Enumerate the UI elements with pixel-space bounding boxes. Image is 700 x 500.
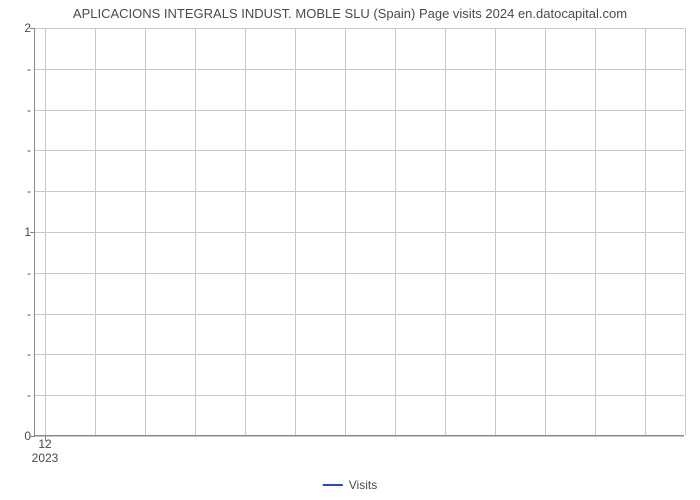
grid-line-horizontal [35,395,684,396]
legend-swatch [323,484,343,486]
grid-line-horizontal [35,150,684,151]
grid-line-horizontal [35,232,684,233]
y-minor-tick: - [27,143,31,157]
y-minor-tick: - [27,266,31,280]
grid-line-vertical [685,28,686,435]
chart-plot-area: --------012122023 [34,28,684,436]
y-minor-tick: - [27,62,31,76]
grid-line-horizontal [35,273,684,274]
x-year-label: 2023 [32,451,59,465]
y-minor-tick: - [27,184,31,198]
grid-line-horizontal [35,436,684,437]
grid-line-horizontal [35,354,684,355]
y-tick-mark [30,28,35,29]
y-tick-mark [30,436,35,437]
grid-line-horizontal [35,110,684,111]
grid-line-horizontal [35,28,684,29]
chart-title: APLICACIONS INTEGRALS INDUST. MOBLE SLU … [0,6,700,21]
grid-line-horizontal [35,314,684,315]
x-tick-mark [45,436,46,441]
y-minor-tick: - [27,388,31,402]
legend-label: Visits [349,478,377,492]
y-minor-tick: - [27,307,31,321]
chart-legend: Visits [323,478,377,492]
y-tick-mark [30,232,35,233]
y-minor-tick: - [27,103,31,117]
grid-line-horizontal [35,191,684,192]
y-minor-tick: - [27,347,31,361]
grid-line-horizontal [35,69,684,70]
